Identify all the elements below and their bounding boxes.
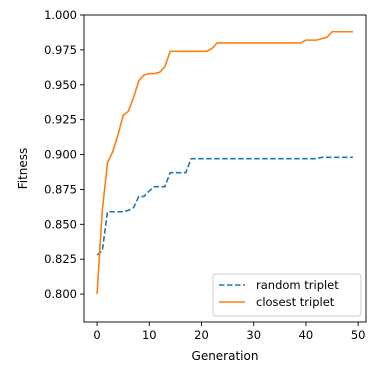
y-tick-label: 0.975 [44, 43, 77, 57]
series-line-random-triplet [96, 156, 353, 256]
y-tick-label: 0.900 [44, 148, 77, 162]
y-tick-label: 0.850 [44, 217, 77, 231]
x-axis-title: Generation [192, 349, 259, 363]
x-tick-label: 40 [299, 328, 314, 342]
x-tick-label: 10 [142, 328, 157, 342]
y-tick-label: 0.925 [44, 113, 77, 127]
x-axis: 0 10 20 30 40 50 [93, 322, 365, 342]
x-tick-label: 0 [93, 328, 100, 342]
y-tick-label: 0.875 [44, 182, 77, 196]
legend-box [212, 273, 362, 317]
y-axis-title: Fitness [16, 148, 30, 190]
x-tick-label: 20 [194, 328, 209, 342]
series-line-closest-triplet [96, 30, 353, 295]
y-tick-label: 1.000 [44, 8, 77, 22]
legend-label-closest-triplet: closest triplet [256, 295, 335, 309]
y-tick-label: 0.800 [44, 287, 77, 301]
plot-area [96, 30, 353, 295]
legend: random triplet closest triplet [212, 273, 362, 317]
x-tick-label: 50 [351, 328, 366, 342]
axes-frame [83, 14, 367, 323]
legend-label-random-triplet: random triplet [256, 278, 339, 292]
y-tick-label: 0.825 [44, 252, 77, 266]
y-tick-label: 0.950 [44, 78, 77, 92]
y-axis: 0.800 0.825 0.850 0.875 0.900 0.925 0.950 0.975… [44, 8, 84, 301]
x-tick-label: 30 [246, 328, 261, 342]
